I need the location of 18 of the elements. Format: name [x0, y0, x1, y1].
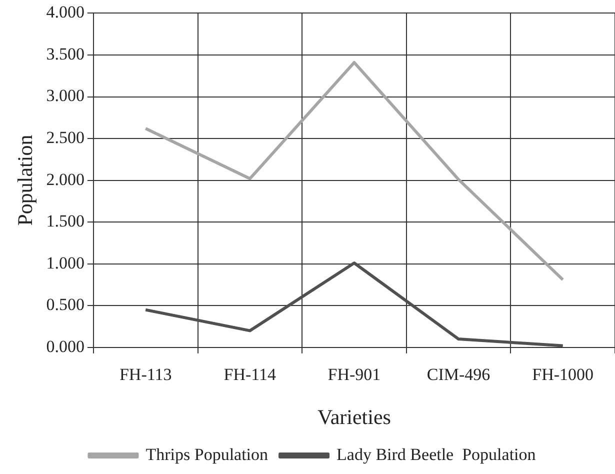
y-tick-label: 1.000 — [46, 253, 84, 272]
y-tick-label: 0.000 — [46, 336, 84, 356]
x-tick-label: FH-901 — [328, 365, 381, 384]
x-tick-label: FH-114 — [224, 365, 277, 384]
y-tick-label: 0.500 — [46, 295, 84, 314]
x-tick-label: FH-1000 — [532, 365, 594, 384]
legend-label: Lady Bird Beetle Population — [336, 444, 536, 464]
y-tick-label: 2.500 — [46, 128, 84, 147]
x-tick-label: FH-113 — [119, 365, 172, 384]
y-tick-label: 4.000 — [46, 2, 84, 22]
x-axis-title: Varieties — [317, 404, 391, 429]
y-tick-label: 3.500 — [46, 44, 84, 64]
y-tick-label: 2.000 — [46, 170, 84, 189]
y-tick-label: 1.500 — [46, 212, 84, 231]
y-axis-title: Population — [13, 134, 38, 226]
y-tick-label: 3.000 — [46, 86, 84, 106]
x-tick-label: CIM-496 — [426, 365, 490, 384]
legend-label: Thrips Population — [146, 444, 269, 464]
